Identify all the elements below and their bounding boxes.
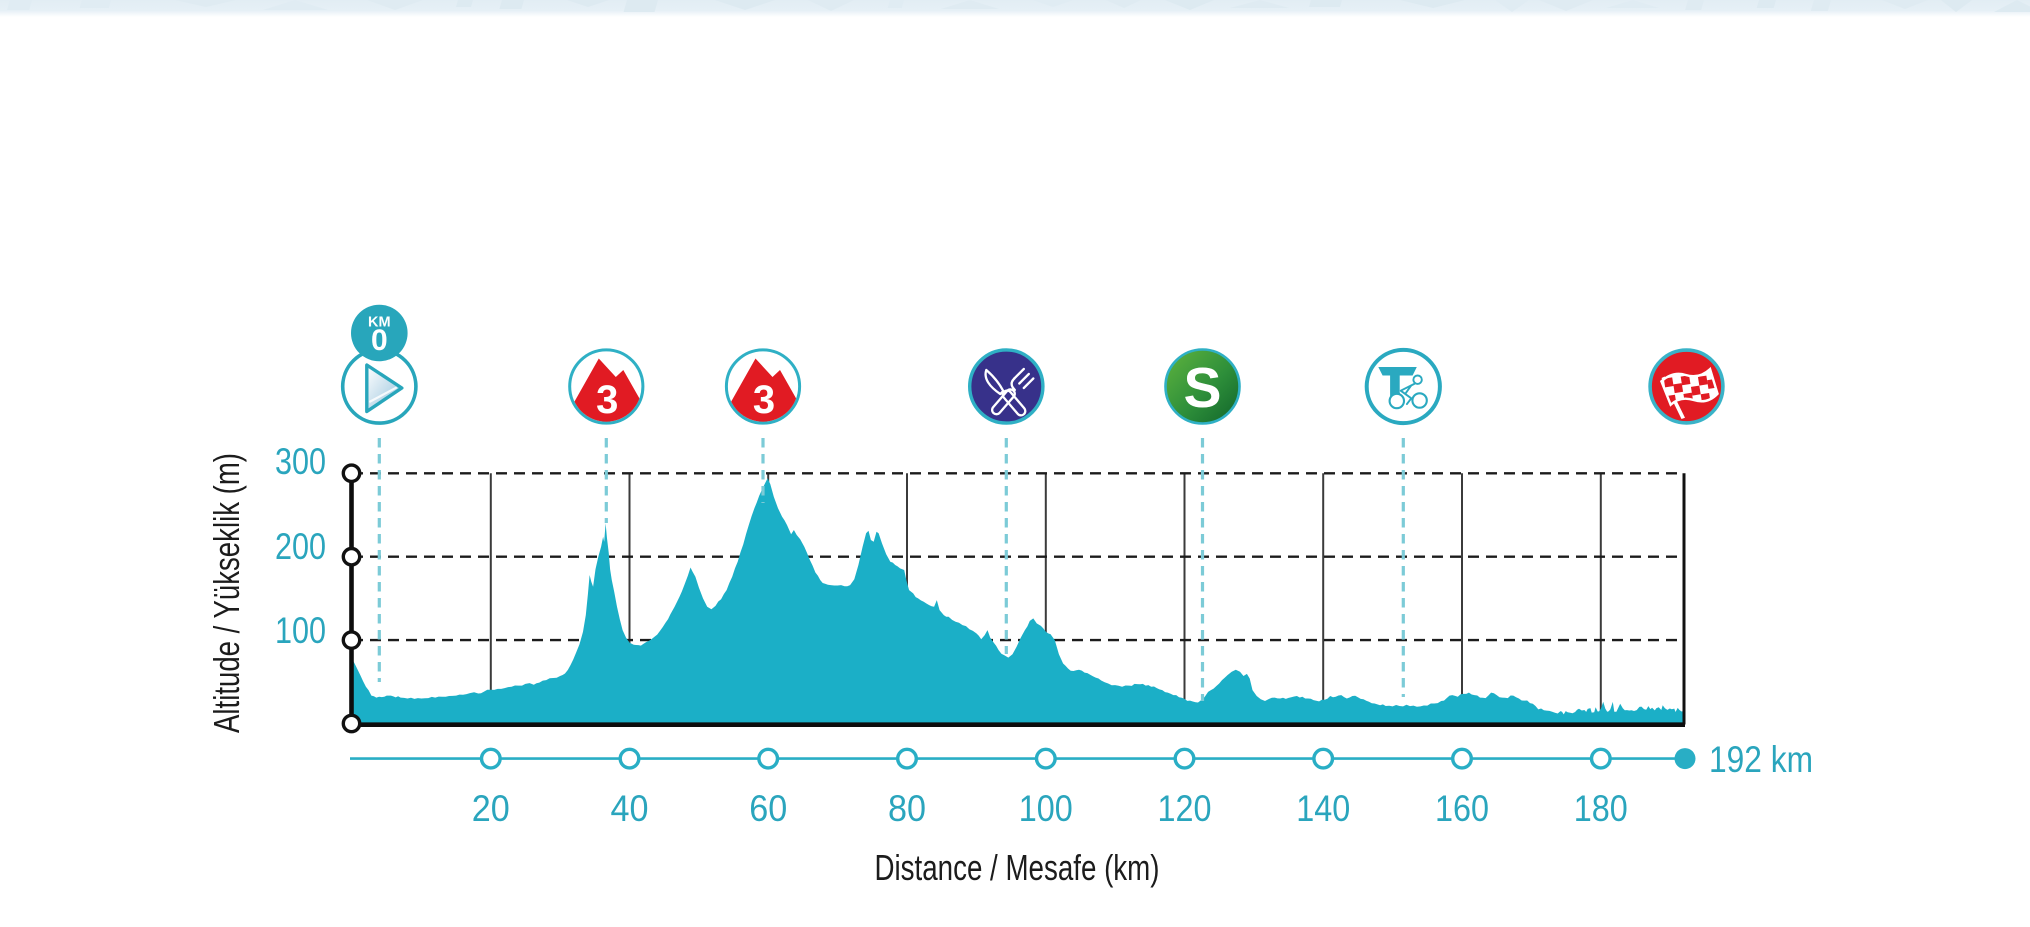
svg-text:S: S — [1183, 356, 1221, 420]
svg-text:120: 120 — [1158, 788, 1212, 829]
svg-text:40: 40 — [611, 788, 649, 829]
svg-text:100: 100 — [275, 610, 326, 651]
svg-text:Altitude / Yükseklik (m): Altitude / Yükseklik (m) — [206, 453, 247, 733]
svg-text:60: 60 — [749, 788, 787, 829]
svg-text:100: 100 — [1019, 788, 1073, 829]
svg-text:3: 3 — [753, 378, 775, 422]
svg-text:Distance / Mesafe (km): Distance / Mesafe (km) — [875, 847, 1160, 888]
svg-text:192 km: 192 km — [1709, 739, 1813, 780]
svg-text:3: 3 — [596, 378, 618, 422]
svg-text:200: 200 — [275, 526, 326, 567]
svg-text:140: 140 — [1296, 788, 1350, 829]
svg-text:160: 160 — [1435, 788, 1489, 829]
svg-text:80: 80 — [888, 788, 926, 829]
svg-text:0: 0 — [371, 324, 388, 357]
svg-text:300: 300 — [275, 441, 326, 482]
svg-text:KM: KM — [368, 315, 391, 331]
svg-text:20: 20 — [472, 788, 510, 829]
svg-text:180: 180 — [1574, 788, 1628, 829]
